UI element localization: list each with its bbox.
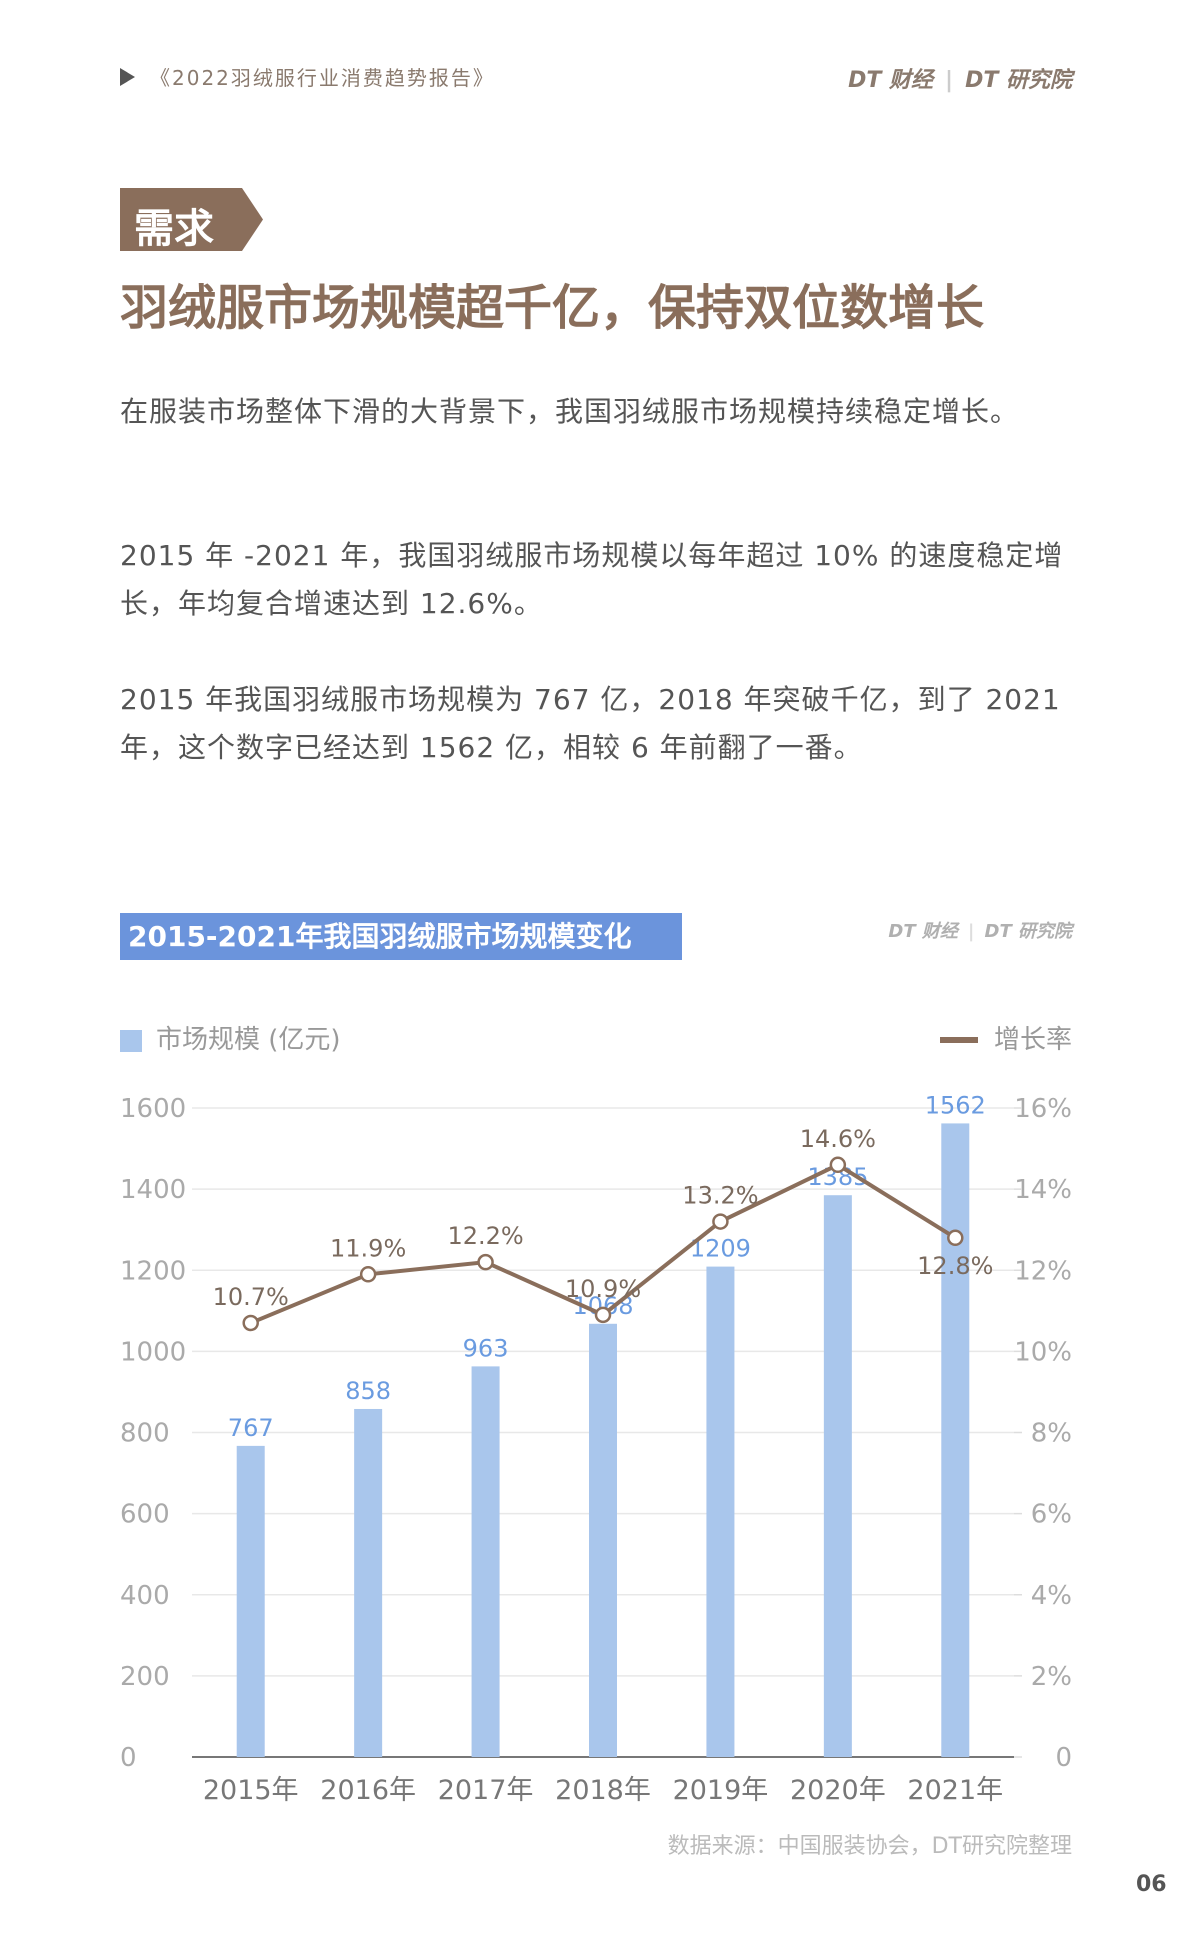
y-tick-label: 800 <box>120 1419 170 1449</box>
x-tick-label: 2019年 <box>673 1775 769 1806</box>
y-tick-label: 1400 <box>120 1175 186 1205</box>
paragraph: 在服装市场整体下滑的大背景下，我国羽绒服市场规模持续稳定增长。 <box>120 395 1020 428</box>
bar-value-label: 1562 <box>925 1091 986 1119</box>
growth-point <box>359 1266 377 1283</box>
chart-title: 2015-2021年我国羽绒服市场规模变化 <box>120 913 682 960</box>
x-tick-label: 2016年 <box>320 1775 416 1806</box>
y-tick-label: 0 <box>120 1743 137 1773</box>
y2-tick-label: 8% <box>1031 1419 1072 1449</box>
paragraph: 2015 年我国羽绒服市场规模为 767 亿，2018 年突破千亿，到了 202… <box>120 683 1061 764</box>
y2-tick-label: 16% <box>1014 1094 1072 1124</box>
source-note: 数据来源：中国服装协会，DT研究院整理 <box>668 1834 1072 1859</box>
bar <box>471 1366 500 1757</box>
bar <box>589 1323 617 1757</box>
bar-value-label: 858 <box>345 1377 391 1405</box>
y-tick-label: 400 <box>120 1581 170 1611</box>
growth-point <box>242 1314 259 1332</box>
bar <box>236 1445 265 1757</box>
y-tick-label: 200 <box>120 1662 170 1692</box>
y-tick-label: 1200 <box>120 1256 186 1286</box>
growth-point <box>947 1229 964 1247</box>
y-tick-label: 1000 <box>120 1337 186 1367</box>
tag-text: 需求 <box>134 206 214 252</box>
bar <box>354 1408 383 1757</box>
y2-tick-label: 12% <box>1014 1256 1072 1286</box>
section-tag: 需求 <box>120 188 263 252</box>
y2-tick-label: 0 <box>1055 1743 1072 1773</box>
divider: | <box>967 921 975 942</box>
chart-logo: DT 财经 | DT 研究院 <box>888 917 1072 943</box>
page-number: 06 <box>1136 1872 1167 1897</box>
x-tick-label: 2018年 <box>555 1775 651 1806</box>
x-tick-label: 2017年 <box>438 1775 534 1806</box>
divider: | <box>945 68 954 93</box>
x-tick-label: 2021年 <box>907 1775 1003 1806</box>
growth-value-label: 10.7% <box>213 1283 289 1311</box>
y2-tick-label: 14% <box>1014 1175 1072 1205</box>
brand: DT 研究院 <box>965 68 1072 93</box>
paragraph: 2015 年 -2021 年，我国羽绒服市场规模以每年超过 10% 的速度稳定增… <box>120 539 1064 620</box>
tag-shape <box>120 188 263 251</box>
legend-label: 市场规模 (亿元) <box>156 1025 341 1055</box>
report-name: 《2022羽绒服行业消费趋势报告》 <box>150 66 495 90</box>
brand: DT 研究院 <box>984 921 1073 942</box>
x-tick-label: 2020年 <box>790 1775 886 1806</box>
bar-value-label: 963 <box>463 1334 509 1362</box>
growth-value-label: 11.9% <box>330 1234 406 1262</box>
growth-value-label: 13.2% <box>682 1182 758 1210</box>
growth-value-label: 12.8% <box>917 1252 993 1280</box>
growth-point <box>829 1156 847 1174</box>
legend-label: 增长率 <box>994 1025 1072 1055</box>
y2-tick-label: 10% <box>1014 1337 1072 1367</box>
brands: DT 财经 | DT 研究院 <box>848 62 1072 94</box>
y2-tick-label: 6% <box>1031 1500 1072 1530</box>
growth-point <box>712 1213 729 1230</box>
growth-value-label: 10.9% <box>565 1275 641 1303</box>
growth-value-label: 12.2% <box>447 1222 523 1250</box>
legend-swatch <box>120 1030 142 1052</box>
growth-point <box>477 1253 494 1271</box>
y-tick-label: 600 <box>120 1500 170 1530</box>
bar <box>706 1266 735 1757</box>
growth-point <box>594 1306 612 1324</box>
x-tick-label: 2015年 <box>203 1775 299 1806</box>
brand: DT 财经 <box>888 921 958 942</box>
bar-value-label: 767 <box>228 1414 274 1442</box>
arrow-icon <box>120 68 135 86</box>
brand: DT 财经 <box>848 68 934 93</box>
chart: 市场规模 (亿元) 增长率 0 200 400 600 800 1000 1200 1400 160… <box>120 1025 1072 1859</box>
y2-tick-label: 2% <box>1031 1662 1072 1692</box>
headline: 羽绒服市场规模超千亿，保持双位数增长 <box>120 280 985 336</box>
y2-tick-label: 4% <box>1031 1581 1072 1611</box>
growth-value-label: 14.6% <box>800 1125 876 1153</box>
bar <box>941 1123 970 1757</box>
y-tick-label: 1600 <box>120 1094 186 1124</box>
bar <box>823 1195 852 1757</box>
